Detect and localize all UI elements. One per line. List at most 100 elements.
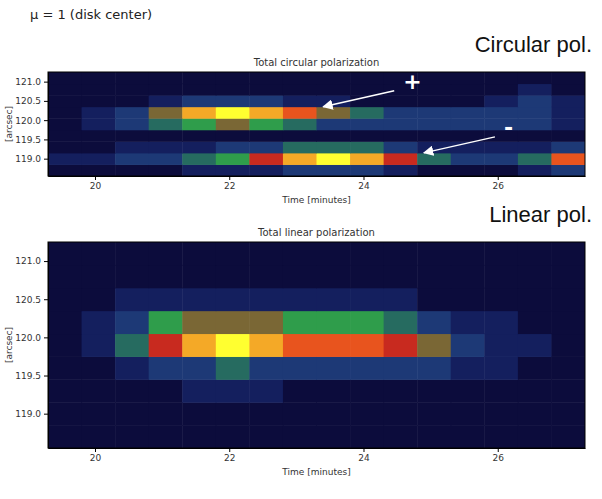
heat-cell xyxy=(115,242,149,265)
x-tick-mark xyxy=(229,176,230,180)
y-tick-mark xyxy=(44,159,48,160)
heat-cell xyxy=(283,84,317,96)
heat-cell xyxy=(283,425,317,448)
x-axis-line xyxy=(49,176,586,177)
heat-cell xyxy=(384,402,418,425)
heat-cell xyxy=(216,311,250,334)
heat-cell xyxy=(350,107,384,119)
heat-cell xyxy=(149,425,183,448)
x-axis-title: Time [minutes] xyxy=(281,467,350,477)
heat-cell xyxy=(216,356,250,379)
heat-cell xyxy=(283,130,317,142)
heat-cell xyxy=(384,153,418,165)
heat-cell xyxy=(216,425,250,448)
heat-cell xyxy=(417,95,451,107)
heat-cell xyxy=(384,242,418,265)
heat-cell xyxy=(182,379,216,402)
heat-cell xyxy=(283,118,317,130)
heat-cell xyxy=(518,311,552,334)
y-axis-title: [arcsec] xyxy=(4,327,14,363)
heat-cell xyxy=(48,242,82,265)
heat-cell xyxy=(82,153,116,165)
heat-cell xyxy=(451,72,485,84)
heat-cell xyxy=(551,118,585,130)
y-tick: 119.0 xyxy=(15,409,48,419)
heat-cell xyxy=(451,379,485,402)
heat-cell xyxy=(384,288,418,311)
heat-cell xyxy=(82,164,116,176)
heat-cell xyxy=(82,425,116,448)
x-tick-mark xyxy=(229,448,230,452)
heat-cell xyxy=(82,242,116,265)
heat-cell xyxy=(384,118,418,130)
heat-cell xyxy=(182,242,216,265)
y-tick-label: 119.5 xyxy=(15,135,41,145)
heat-cell xyxy=(317,141,351,153)
x-tick-mark xyxy=(498,448,499,452)
panel-label: Circular pol. xyxy=(475,32,592,57)
heat-cell xyxy=(149,72,183,84)
heat-cell xyxy=(551,311,585,334)
heat-cell xyxy=(518,84,552,96)
x-tick-mark xyxy=(363,448,364,452)
x-tick: 20 xyxy=(90,176,102,191)
heat-cell xyxy=(551,84,585,96)
x-tick: 26 xyxy=(493,448,505,463)
heat-cell xyxy=(451,118,485,130)
heat-cell xyxy=(82,95,116,107)
heat-cell xyxy=(115,164,149,176)
x-tick-mark xyxy=(95,176,96,180)
heat-cell xyxy=(249,311,283,334)
heat-cell xyxy=(484,164,518,176)
panel-label: Linear pol. xyxy=(489,202,592,227)
heat-cell xyxy=(451,84,485,96)
y-tick-label: 119.5 xyxy=(15,371,41,381)
heat-cell xyxy=(149,130,183,142)
y-tick-mark xyxy=(44,299,48,300)
x-tick-mark xyxy=(95,448,96,452)
heat-cell xyxy=(317,107,351,119)
heat-cell xyxy=(216,334,250,357)
heat-cell xyxy=(48,425,82,448)
heat-cell xyxy=(518,164,552,176)
heat-cell xyxy=(48,379,82,402)
heat-cell xyxy=(216,118,250,130)
heat-cell xyxy=(350,425,384,448)
y-tick: 120.0 xyxy=(15,333,48,343)
heat-cell xyxy=(484,95,518,107)
y-tick-mark xyxy=(44,414,48,415)
heat-cell xyxy=(48,118,82,130)
heat-cell xyxy=(149,84,183,96)
heat-cell xyxy=(417,242,451,265)
heat-cell xyxy=(115,107,149,119)
heat-cell xyxy=(518,107,552,119)
x-tick-mark xyxy=(498,176,499,180)
heat-cell xyxy=(518,153,552,165)
heat-cell xyxy=(484,265,518,288)
heat-cell xyxy=(283,107,317,119)
heat-cell xyxy=(350,334,384,357)
heat-cell xyxy=(417,118,451,130)
heat-cell xyxy=(551,130,585,142)
heat-cell xyxy=(451,242,485,265)
heat-cell xyxy=(283,242,317,265)
annotation-arrow xyxy=(323,91,394,107)
heat-cell xyxy=(551,379,585,402)
heat-cell xyxy=(518,265,552,288)
heat-cell xyxy=(149,107,183,119)
heat-cell xyxy=(249,288,283,311)
y-tick-mark xyxy=(44,139,48,140)
heat-cell xyxy=(82,130,116,142)
heat-cell xyxy=(384,130,418,142)
plot-frame xyxy=(48,242,585,448)
heat-cell xyxy=(317,402,351,425)
x-axis: 20222426 xyxy=(49,448,586,463)
heat-cell xyxy=(149,402,183,425)
heat-cell xyxy=(115,311,149,334)
heat-cell xyxy=(317,242,351,265)
heat-cell xyxy=(518,118,552,130)
heat-cell xyxy=(484,425,518,448)
heat-cell xyxy=(216,288,250,311)
heat-cell xyxy=(451,402,485,425)
panel: Linear pol.Total linear polarization2022… xyxy=(4,202,593,477)
